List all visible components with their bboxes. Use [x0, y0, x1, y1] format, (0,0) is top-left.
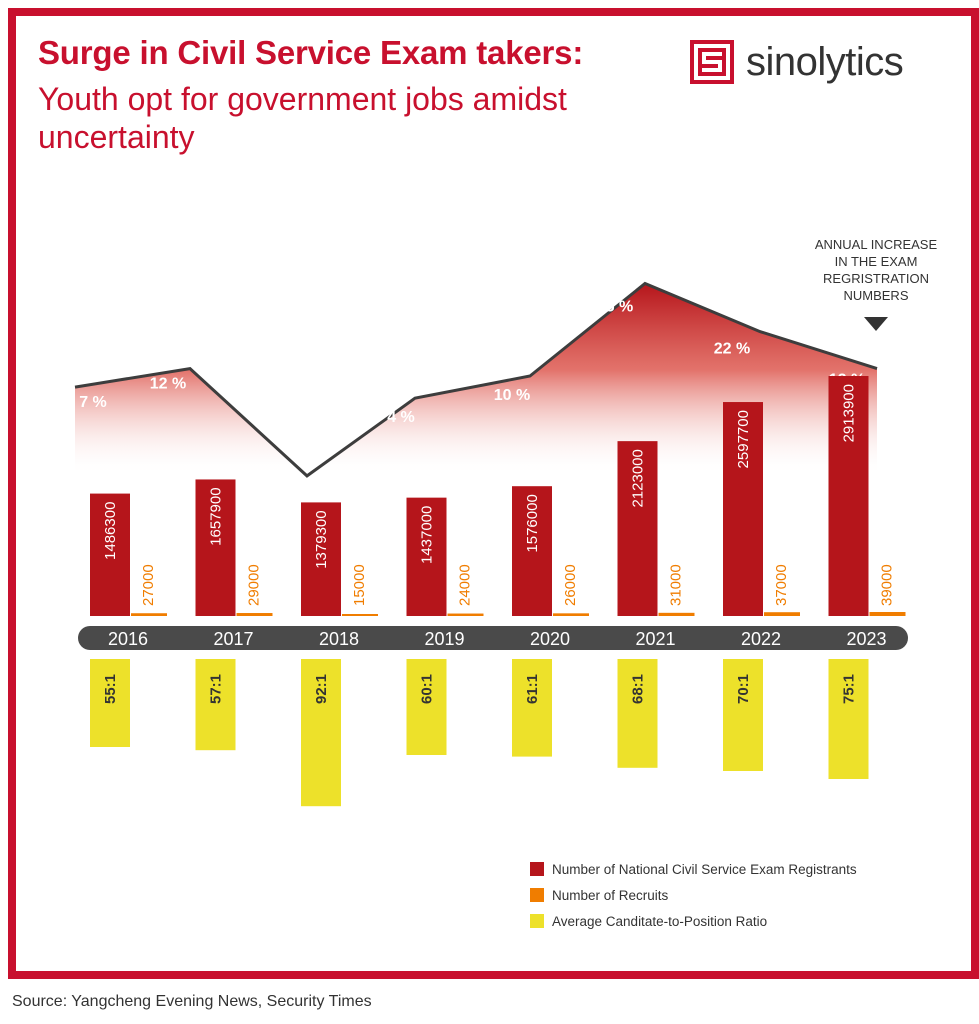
- legend-label-recruits: Number of Recruits: [552, 887, 669, 903]
- ratio-value-label: 70:1: [735, 674, 752, 704]
- legend-swatch-registrants: [530, 862, 544, 876]
- ratio-bar: [195, 659, 236, 751]
- recruits-bar: [236, 613, 273, 616]
- ratio-value-label: 61:1: [524, 674, 541, 704]
- recruits-bar: [447, 613, 484, 616]
- ratio-bar: [828, 659, 869, 779]
- registrants-bar: [90, 493, 130, 616]
- increase-label: 4 %: [387, 409, 415, 426]
- legend-item-recruits: Number of Recruits: [530, 882, 857, 908]
- annotation-pointer-icon: [864, 317, 888, 331]
- registrants-bar: [406, 497, 447, 616]
- ratio-value-label: 60:1: [419, 674, 436, 704]
- year-tick-label: 2021: [635, 629, 675, 649]
- year-tick-label: 2018: [319, 629, 359, 649]
- year-axis-band: [78, 626, 908, 650]
- ratio-bar: [723, 659, 763, 771]
- recruits-bar: [869, 612, 906, 616]
- year-tick-label: 2022: [741, 629, 781, 649]
- increase-label: 22 %: [714, 341, 750, 358]
- recruits-value-label: 31000: [668, 564, 685, 606]
- ratio-bar: [301, 659, 341, 807]
- recruits-bar: [342, 614, 378, 616]
- registrants-bar: [301, 502, 341, 616]
- registrants-bar: [828, 376, 869, 616]
- ratio-value-label: 57:1: [208, 674, 225, 704]
- ratio-bar: [406, 659, 447, 755]
- registrants-value-label: 1486300: [102, 502, 119, 560]
- recruits-value-label: 29000: [246, 564, 263, 606]
- increase-label: -17 %: [259, 470, 304, 506]
- outer-frame: [8, 8, 979, 979]
- recruits-bar: [131, 613, 167, 616]
- ratio-bar: [512, 659, 552, 757]
- chart-subtitle: Youth opt for government jobs amidst unc…: [38, 81, 567, 155]
- registrants-bar: [617, 441, 658, 616]
- legend-label-ratio: Average Canditate-to-Position Ratio: [552, 913, 768, 929]
- legend-label-registrants: Number of National Civil Service Exam Re…: [552, 861, 857, 877]
- year-tick-label: 2020: [530, 629, 570, 649]
- registrants-bar: [195, 479, 236, 616]
- annual-increase-area: [75, 283, 877, 476]
- recruits-bar: [764, 612, 800, 616]
- recruits-value-label: 27000: [140, 564, 157, 606]
- year-tick-label: 2017: [213, 629, 253, 649]
- registrants-value-label: 1437000: [419, 506, 436, 564]
- increase-label: 7 %: [79, 394, 107, 411]
- ratio-value-label: 75:1: [841, 674, 858, 704]
- registrants-bar: [723, 402, 763, 616]
- year-tick-label: 2019: [424, 629, 464, 649]
- legend-item-ratio: Average Canditate-to-Position Ratio: [530, 908, 857, 934]
- recruits-value-label: 39000: [879, 564, 896, 606]
- legend-item-registrants: Number of National Civil Service Exam Re…: [530, 856, 857, 882]
- annual-increase-line: [74, 281, 878, 478]
- legend-swatch-recruits: [530, 888, 544, 902]
- annotation-text: ANNUAL INCREASE IN THE EXAM REGRISTRATION N…: [815, 237, 938, 303]
- ratio-value-label: 68:1: [630, 674, 647, 704]
- recruits-value-label: 26000: [562, 564, 579, 606]
- ratio-value-label: 55:1: [102, 674, 119, 704]
- registrants-value-label: 2123000: [630, 449, 647, 507]
- brand-name: sinolytics: [746, 39, 904, 84]
- recruits-bar: [658, 612, 695, 616]
- brand-logo: sinolytics: [690, 38, 904, 86]
- ratio-bar: [90, 659, 130, 747]
- ratio-bar: [617, 659, 658, 768]
- recruits-value-label: 37000: [773, 564, 790, 606]
- recruits-value-label: 15000: [351, 564, 368, 606]
- year-tick-label: 2023: [846, 629, 886, 649]
- increase-label: 10 %: [494, 387, 530, 404]
- increase-label: 35 %: [597, 299, 633, 316]
- increase-label: 12 %: [150, 376, 186, 393]
- source-note: Source: Yangcheng Evening News, Security…: [12, 993, 372, 1010]
- registrants-value-label: 1379300: [313, 510, 330, 568]
- ratio-value-label: 92:1: [313, 674, 330, 704]
- legend: Number of National Civil Service Exam Re…: [530, 856, 857, 934]
- registrants-value-label: 1576000: [524, 494, 541, 552]
- registrants-value-label: 1657900: [208, 487, 225, 545]
- registrants-bar: [512, 486, 552, 616]
- recruits-value-label: 24000: [457, 564, 474, 606]
- chart-title: Surge in Civil Service Exam takers:: [38, 34, 584, 71]
- year-tick-label: 2016: [108, 629, 148, 649]
- sinolytics-logo-icon: [690, 40, 734, 84]
- registrants-value-label: 2597700: [735, 410, 752, 468]
- registrants-value-label: 2913900: [841, 384, 858, 442]
- legend-swatch-ratio: [530, 914, 544, 928]
- recruits-bar: [553, 613, 589, 616]
